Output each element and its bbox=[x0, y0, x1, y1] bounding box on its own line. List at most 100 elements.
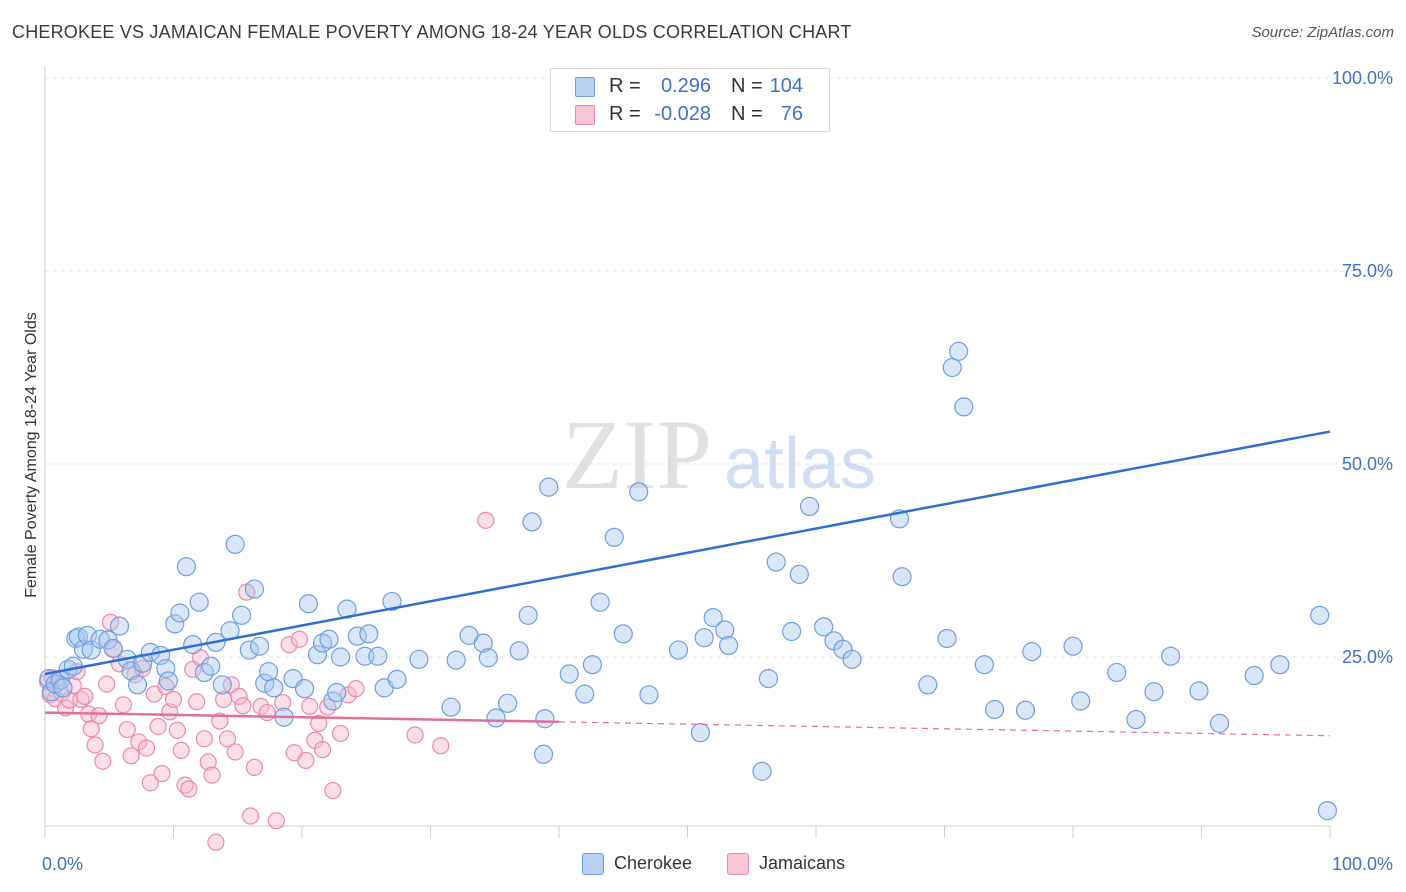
jamaicans-point bbox=[180, 780, 198, 798]
cherokee-point bbox=[937, 628, 957, 649]
x-tick-label: 100.0% bbox=[1332, 854, 1393, 874]
n-label: N = bbox=[731, 103, 763, 125]
jamaicans-point bbox=[313, 741, 332, 759]
jamaicans-point bbox=[301, 697, 319, 716]
correlation-legend: R = 0.296 N = 104 R = -0.028 N = 76 bbox=[550, 68, 830, 132]
cherokee-point bbox=[387, 669, 407, 689]
jamaicans-trend-line bbox=[44, 711, 560, 724]
jamaicans-point bbox=[164, 690, 183, 709]
jamaicans-point bbox=[242, 807, 260, 825]
cherokee-point bbox=[307, 645, 328, 665]
cherokee-point bbox=[533, 744, 554, 764]
cherokee-point bbox=[127, 675, 148, 695]
cherokee-point bbox=[518, 605, 538, 625]
cherokee-point bbox=[264, 678, 284, 698]
cherokee-point bbox=[109, 616, 130, 636]
jamaicans-point bbox=[141, 774, 159, 792]
cherokee-point bbox=[694, 628, 714, 648]
jamaicans-point bbox=[290, 630, 309, 648]
watermark: ZIP atlas bbox=[562, 399, 876, 510]
jamaicans-trend-extension bbox=[558, 721, 1331, 737]
cherokee-point bbox=[629, 482, 649, 502]
y-tick-label: 75.0% bbox=[1342, 261, 1393, 281]
jamaicans-point bbox=[203, 766, 221, 784]
jamaicans-swatch bbox=[575, 105, 595, 125]
legend-row-jamaicans: R = -0.028 N = 76 bbox=[551, 99, 829, 129]
cherokee-point bbox=[486, 708, 506, 728]
cherokee-point bbox=[446, 650, 466, 670]
cherokee-point bbox=[1126, 709, 1146, 730]
cherokee-point bbox=[77, 625, 98, 645]
cherokee-point bbox=[330, 647, 351, 667]
jamaicans-point bbox=[118, 720, 136, 739]
cherokee-point bbox=[559, 664, 579, 684]
cherokee-point bbox=[1161, 646, 1181, 666]
cherokee-point bbox=[690, 723, 710, 743]
cherokee-point bbox=[1022, 641, 1042, 662]
chart-title: CHEROKEE VS JAMAICAN FEMALE POVERTY AMON… bbox=[12, 22, 852, 42]
cherokee-point bbox=[1317, 801, 1338, 821]
r-label: R = bbox=[609, 75, 641, 97]
x-tick-label: 0.0% bbox=[42, 854, 83, 874]
jamaicans-point bbox=[347, 680, 365, 698]
cherokee-point bbox=[409, 649, 429, 669]
cherokee-point bbox=[201, 656, 221, 676]
y-tick-label: 100.0% bbox=[1332, 68, 1393, 88]
jamaicans-point bbox=[267, 812, 285, 830]
cherokee-point bbox=[949, 341, 969, 361]
cherokee-point bbox=[170, 603, 190, 623]
jamaicans-point bbox=[310, 714, 328, 732]
jamaicans-point bbox=[252, 697, 270, 716]
cherokee-point bbox=[575, 684, 595, 704]
jamaicans-point bbox=[230, 687, 248, 705]
jamaicans-point bbox=[226, 743, 244, 761]
jamaicans-point bbox=[406, 726, 424, 744]
cherokee-point bbox=[212, 675, 232, 695]
cherokee-point bbox=[582, 655, 603, 675]
cherokee-point bbox=[382, 591, 402, 612]
jamaicans-point bbox=[122, 747, 140, 765]
cherokee-trend-line bbox=[44, 430, 1331, 676]
jamaicans-point bbox=[234, 697, 252, 715]
cherokee-point bbox=[1071, 691, 1091, 711]
r-label: R = bbox=[609, 103, 641, 125]
jamaicans-point bbox=[274, 693, 292, 712]
cherokee-point bbox=[368, 646, 388, 666]
cherokee-point bbox=[522, 512, 542, 532]
legend-row-cherokee: R = 0.296 N = 104 bbox=[551, 71, 829, 101]
cherokee-point bbox=[985, 699, 1005, 720]
cherokee-point bbox=[789, 564, 809, 584]
jamaicans-point bbox=[207, 833, 225, 851]
cherokee-point bbox=[359, 624, 379, 644]
cherokee-point bbox=[752, 761, 772, 781]
cherokee-point bbox=[298, 594, 319, 614]
jamaicans-point bbox=[134, 659, 152, 678]
cherokee-swatch bbox=[582, 853, 604, 875]
cherokee-swatch bbox=[575, 77, 595, 97]
cherokee-point bbox=[715, 620, 735, 640]
jamaicans-point bbox=[90, 707, 108, 725]
jamaicans-point bbox=[137, 739, 156, 757]
jamaicans-point bbox=[149, 717, 167, 736]
cherokee-point bbox=[319, 629, 339, 649]
cherokee-point bbox=[1209, 713, 1230, 733]
cherokee-point bbox=[942, 357, 962, 378]
cherokee-point bbox=[244, 579, 265, 599]
cherokee-point bbox=[1310, 605, 1330, 625]
cherokee-point bbox=[781, 621, 802, 642]
cherokee-point bbox=[133, 653, 153, 673]
axes bbox=[44, 66, 1331, 838]
tick-labels: 25.0% 50.0% 75.0% 100.0% 0.0% 100.0% bbox=[42, 68, 1393, 874]
cherokee-point bbox=[327, 682, 347, 703]
n-label: N = bbox=[731, 75, 763, 97]
cherokee-point bbox=[799, 496, 820, 517]
cherokee-point bbox=[1144, 682, 1164, 702]
cherokee-point bbox=[258, 662, 279, 682]
cherokee-point bbox=[103, 638, 123, 659]
legend-label-jamaicans: Jamaicans bbox=[759, 853, 846, 873]
y-tick-label: 25.0% bbox=[1342, 647, 1393, 667]
jamaicans-point bbox=[280, 636, 298, 654]
jamaicans-point bbox=[172, 741, 190, 760]
source-credit: Source: ZipAtlas.com bbox=[1251, 24, 1394, 41]
cherokee-point bbox=[1107, 662, 1127, 683]
